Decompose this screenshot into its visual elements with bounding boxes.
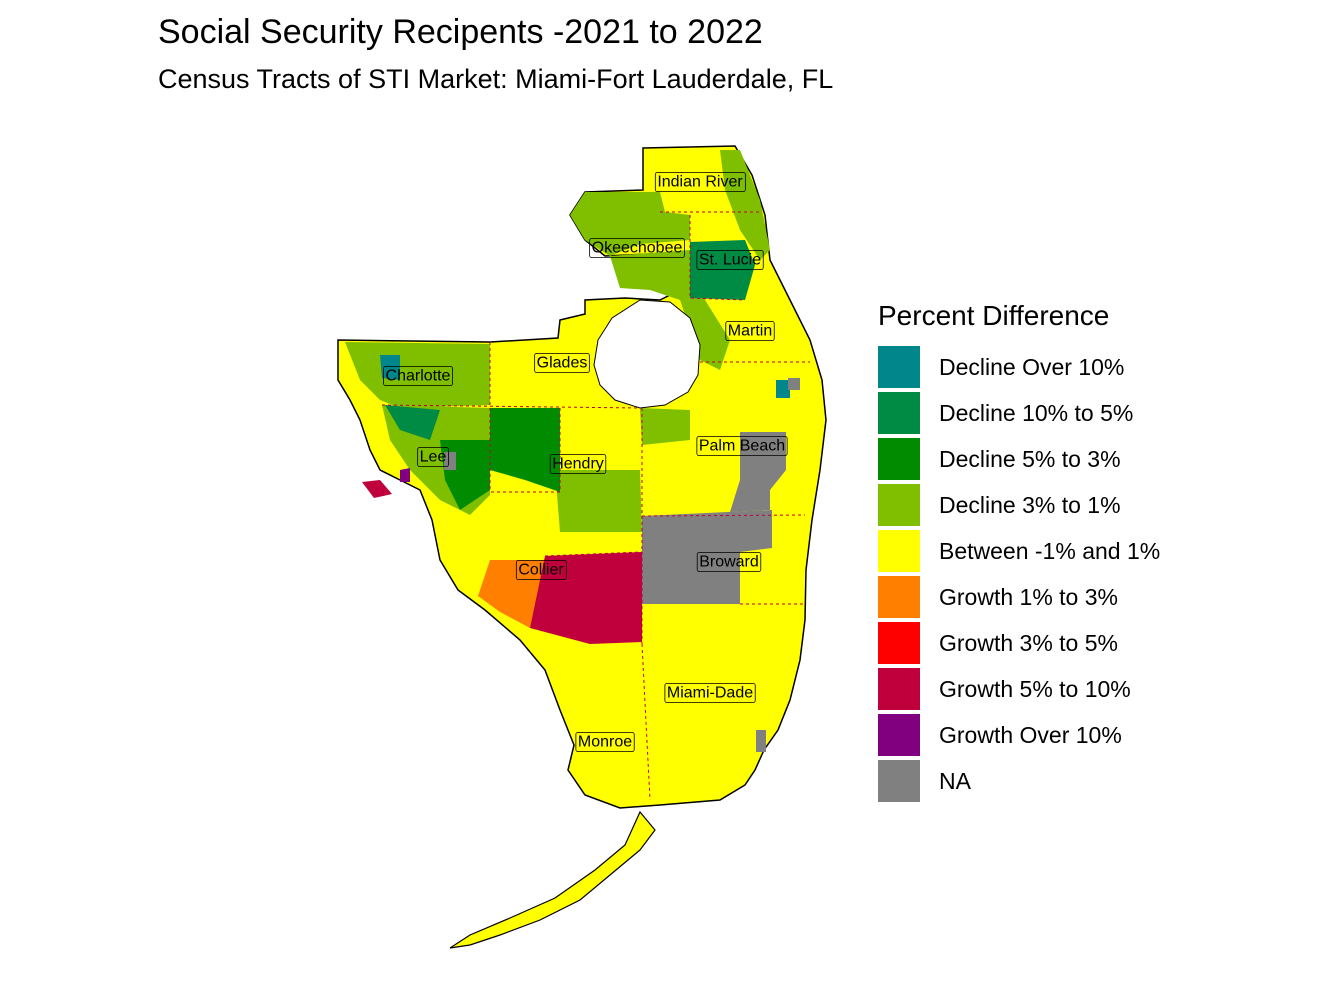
legend-item: Decline 10% to 5% — [878, 390, 1160, 436]
legend-label: Growth 5% to 10% — [939, 675, 1131, 702]
county-label: Charlotte — [383, 366, 453, 386]
legend-swatch — [878, 346, 920, 388]
region-decline-3-1-coast — [720, 150, 770, 260]
legend: Percent Difference Decline Over 10% Decli… — [878, 298, 1160, 804]
county-label-text: Glades — [537, 355, 588, 372]
legend-label: NA — [939, 767, 971, 794]
region-decline-3-1-hendry-east — [555, 470, 642, 532]
legend-item: Growth Over 10% — [878, 712, 1160, 758]
region-growth-1-3-collier — [478, 560, 545, 628]
county-label-box — [589, 238, 685, 258]
legend-swatch — [878, 714, 920, 756]
region-growth-5-10-collier — [530, 552, 642, 644]
county-label-box — [696, 436, 788, 456]
county-label-text: Collier — [518, 562, 564, 579]
region-decline-over-10-pb — [776, 380, 790, 398]
county-label-box — [515, 560, 567, 580]
legend-item: Between -1% and 1% — [878, 528, 1160, 574]
county-label-text: St. Lucie — [699, 252, 761, 269]
legend-swatch — [878, 576, 920, 618]
region-decline-5-3-hendry — [490, 408, 560, 492]
county-label: Martin — [725, 321, 775, 341]
legend-item: Decline 5% to 3% — [878, 436, 1160, 482]
legend-item: Decline 3% to 1% — [878, 482, 1160, 528]
legend-label: Between -1% and 1% — [939, 537, 1161, 564]
county-label: Lee — [417, 447, 449, 467]
county-label: St. Lucie — [696, 250, 764, 270]
region-na-martin — [788, 378, 800, 390]
county-boundaries — [381, 211, 810, 801]
county-label-box — [575, 732, 635, 752]
legend-title: Percent Difference — [878, 300, 1110, 331]
legend-item: Growth 3% to 5% — [878, 620, 1160, 666]
county-label-text: Broward — [699, 554, 759, 571]
legend-label: Growth Over 10% — [939, 721, 1122, 748]
region-na-broward — [642, 510, 772, 604]
county-label: Indian River — [654, 172, 746, 192]
legend-swatch — [878, 530, 920, 572]
legend-item: Growth 1% to 3% — [878, 574, 1160, 620]
county-label-text: Hendry — [552, 456, 604, 473]
legend-item: NA — [878, 758, 1160, 804]
county-label-text: Martin — [728, 323, 772, 340]
county-label-text: Monroe — [578, 734, 632, 751]
florida-keys — [449, 810, 656, 949]
region-decline-10-5-stlucie — [690, 240, 755, 300]
region-growth-5-10-lee — [362, 480, 392, 498]
county-label-box — [664, 683, 756, 703]
county-label: Glades — [534, 353, 590, 373]
county-label-text: Miami-Dade — [667, 685, 753, 702]
county-label: Hendry — [549, 454, 607, 474]
legend-item: Decline Over 10% — [878, 344, 1160, 390]
county-label-box — [654, 172, 746, 192]
region-growth-over-10-lee — [400, 468, 410, 482]
map-title: Social Security Recipents -2021 to 2022 — [158, 13, 763, 51]
map-subtitle: Census Tracts of STI Market: Miami-Fort … — [158, 64, 834, 94]
county-label: Broward — [696, 552, 762, 572]
county-label-text: Palm Beach — [699, 438, 785, 455]
region-na-lee — [444, 452, 456, 470]
county-label-text: Indian River — [657, 174, 743, 191]
legend-label: Decline 5% to 3% — [939, 445, 1121, 472]
county-label-box — [534, 353, 590, 373]
county-label: Palm Beach — [696, 436, 788, 456]
legend-label: Decline 3% to 1% — [939, 491, 1121, 518]
legend-swatch — [878, 622, 920, 664]
region-na-miami-dade — [756, 730, 766, 752]
county-label-box — [417, 447, 449, 467]
county-label-text: Okeechobee — [592, 240, 683, 257]
legend-label: Decline 10% to 5% — [939, 399, 1134, 426]
region-decline-3-1-pb-west — [640, 408, 690, 445]
legend-label: Growth 3% to 5% — [939, 629, 1118, 656]
legend-label: Growth 1% to 3% — [939, 583, 1118, 610]
county-label-box — [549, 454, 607, 474]
county-label-text: Lee — [420, 449, 447, 466]
county-label-box — [725, 321, 775, 341]
legend-swatch — [878, 484, 920, 526]
region-decline-10-5-lee — [385, 405, 440, 440]
county-label-box — [696, 552, 762, 572]
region-na-palm-beach — [730, 432, 786, 512]
county-label: Collier — [515, 560, 567, 580]
county-label-box — [696, 250, 764, 270]
legend-swatch — [878, 760, 920, 802]
county-label: Miami-Dade — [664, 683, 756, 703]
legend-swatch — [878, 392, 920, 434]
county-label: Monroe — [575, 732, 635, 752]
legend-label: Decline Over 10% — [939, 353, 1125, 380]
county-label-box — [383, 366, 453, 386]
lake-okeechobee — [593, 299, 701, 409]
county-label-text: Charlotte — [386, 368, 451, 385]
legend-swatch — [878, 668, 920, 710]
region-decline-3-1-north — [570, 192, 690, 256]
legend-item: Growth 5% to 10% — [878, 666, 1160, 712]
region-decline-over-10-charlotte — [380, 355, 400, 380]
legend-swatch — [878, 438, 920, 480]
region-decline-3-1-okeechobee — [610, 250, 730, 370]
county-label: Okeechobee — [589, 238, 685, 258]
